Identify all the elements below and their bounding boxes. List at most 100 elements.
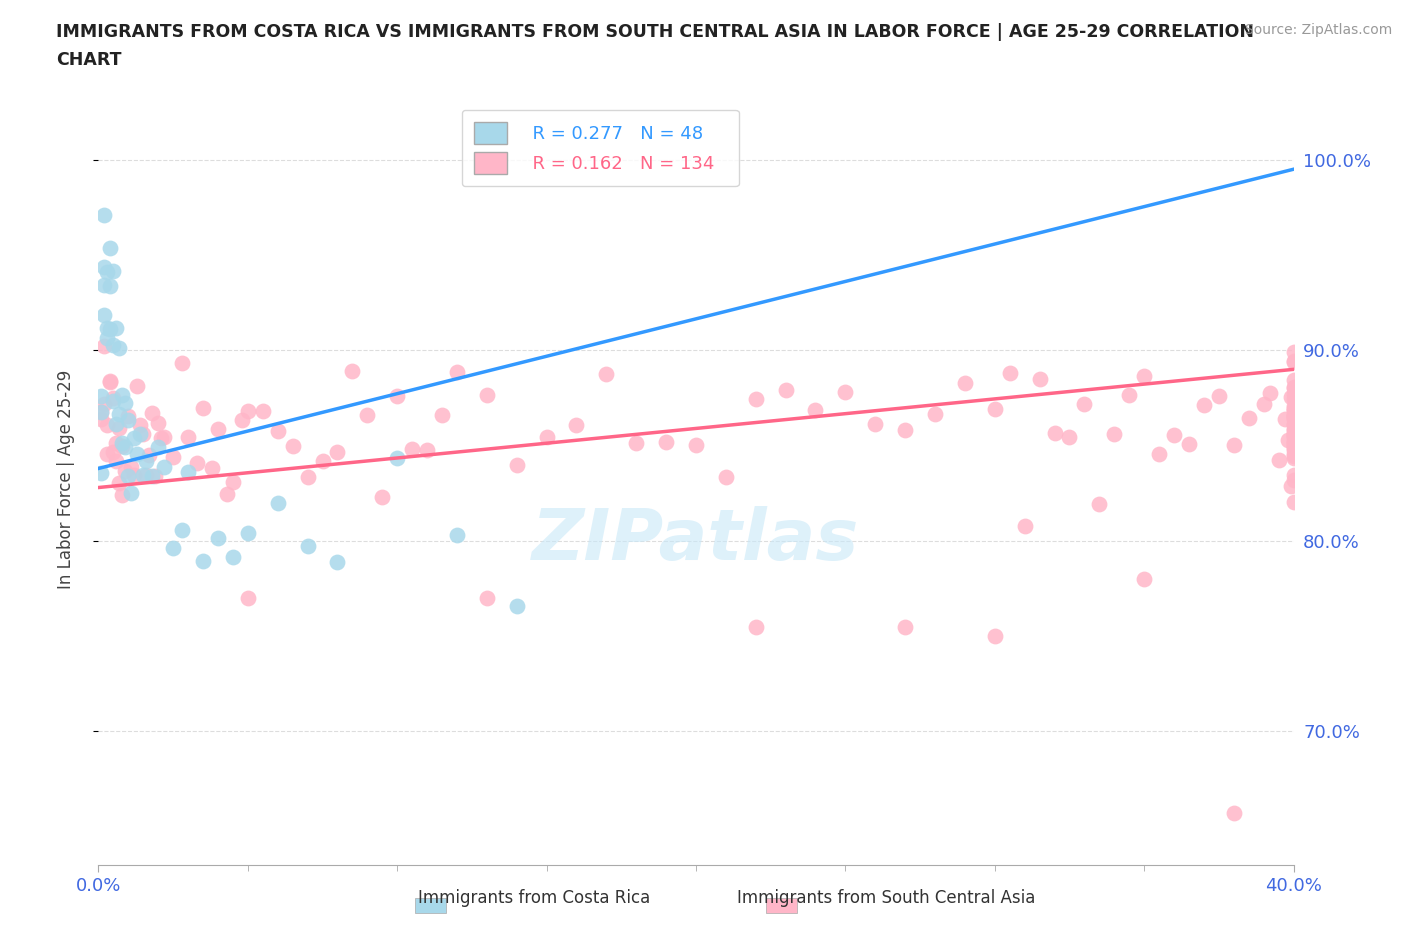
Point xyxy=(475,591,498,605)
Point xyxy=(108,420,131,435)
Point xyxy=(108,406,131,421)
Point xyxy=(207,530,229,545)
Point xyxy=(191,401,214,416)
Point xyxy=(1043,426,1066,441)
Point xyxy=(93,207,115,222)
Point xyxy=(103,338,125,352)
Point xyxy=(1282,386,1305,401)
Point xyxy=(506,458,529,472)
Point xyxy=(93,259,115,274)
Point xyxy=(207,421,229,436)
Point xyxy=(1282,448,1305,463)
Point xyxy=(215,486,238,501)
Point xyxy=(1282,412,1305,427)
Point xyxy=(103,264,125,279)
Point xyxy=(1282,353,1305,368)
Point xyxy=(1133,572,1156,587)
Point xyxy=(1282,392,1305,406)
Point xyxy=(111,435,134,450)
Point xyxy=(1282,417,1305,432)
Point xyxy=(984,629,1007,644)
Point xyxy=(1282,403,1305,418)
Point xyxy=(111,388,134,403)
Point xyxy=(984,401,1007,416)
Point xyxy=(124,468,146,483)
Point xyxy=(1253,397,1275,412)
Point xyxy=(114,395,136,410)
Point xyxy=(536,430,558,445)
Point xyxy=(297,470,319,485)
Point xyxy=(401,442,423,457)
Point xyxy=(93,339,115,353)
Point xyxy=(103,445,125,459)
Point xyxy=(655,435,678,450)
Point xyxy=(1088,497,1111,512)
Point xyxy=(114,440,136,455)
Text: Source: ZipAtlas.com: Source: ZipAtlas.com xyxy=(1244,23,1392,37)
Point xyxy=(98,278,122,293)
Point xyxy=(1282,439,1305,454)
Point xyxy=(1133,368,1156,383)
Point xyxy=(1282,443,1305,458)
Point xyxy=(96,265,118,280)
Point xyxy=(1014,519,1036,534)
Point xyxy=(1282,434,1305,449)
Text: CHART: CHART xyxy=(56,51,122,69)
Point xyxy=(120,485,142,500)
Text: Immigrants from Costa Rica: Immigrants from Costa Rica xyxy=(418,889,651,907)
Point xyxy=(385,450,409,465)
Point xyxy=(1073,397,1095,412)
Point xyxy=(90,466,112,481)
Point xyxy=(108,475,131,490)
Point xyxy=(953,376,976,391)
Point xyxy=(267,423,290,438)
Point xyxy=(141,469,163,484)
Point xyxy=(90,389,112,404)
Point xyxy=(1282,440,1305,455)
Point xyxy=(1104,427,1126,442)
Text: ZIPatlas: ZIPatlas xyxy=(533,506,859,575)
Point xyxy=(236,404,259,418)
Point xyxy=(685,438,707,453)
Point xyxy=(385,389,409,404)
Point xyxy=(371,489,394,504)
Point xyxy=(1282,495,1305,510)
Point xyxy=(1282,422,1305,437)
Point xyxy=(1282,403,1305,418)
Point xyxy=(626,435,648,450)
Point xyxy=(96,418,118,432)
Text: Immigrants from South Central Asia: Immigrants from South Central Asia xyxy=(737,889,1035,907)
Point xyxy=(1282,379,1305,394)
Point xyxy=(93,397,115,412)
Point xyxy=(150,431,173,445)
Point xyxy=(342,364,364,379)
Point xyxy=(252,404,274,418)
Point xyxy=(143,468,166,483)
Point xyxy=(129,427,152,442)
Point xyxy=(201,461,224,476)
Point xyxy=(98,240,122,255)
Point xyxy=(111,438,134,453)
Point xyxy=(98,322,122,337)
Text: IMMIGRANTS FROM COSTA RICA VS IMMIGRANTS FROM SOUTH CENTRAL ASIA IN LABOR FORCE : IMMIGRANTS FROM COSTA RICA VS IMMIGRANTS… xyxy=(56,23,1254,41)
Point xyxy=(236,525,259,540)
Point xyxy=(153,459,176,474)
Point xyxy=(96,330,118,345)
Point xyxy=(506,599,529,614)
Point xyxy=(1282,399,1305,414)
Point xyxy=(1282,425,1305,440)
Point xyxy=(267,495,290,510)
Point xyxy=(1059,430,1081,445)
Point xyxy=(98,374,122,389)
Point xyxy=(105,435,128,450)
Point xyxy=(1192,397,1215,412)
Point xyxy=(865,417,887,432)
Point xyxy=(162,540,184,555)
Point xyxy=(90,412,112,427)
Point xyxy=(326,555,349,570)
Point xyxy=(1163,428,1185,443)
Point xyxy=(745,619,768,634)
Point xyxy=(1277,432,1299,447)
Point xyxy=(894,422,917,437)
Point xyxy=(1282,468,1305,483)
